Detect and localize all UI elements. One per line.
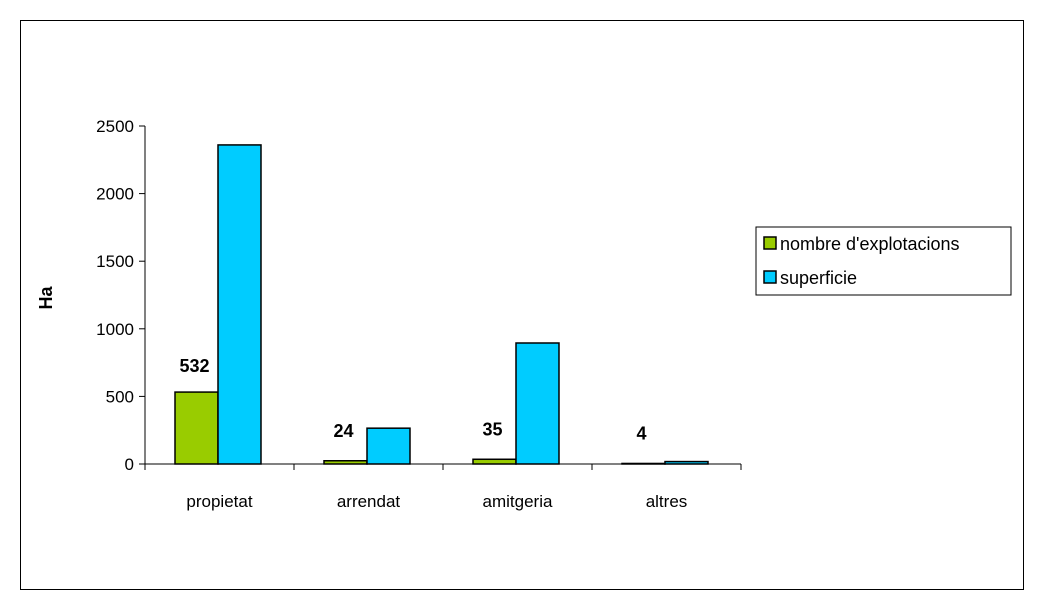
bar-1-2	[515, 342, 560, 465]
data-label-1: 24	[333, 421, 353, 441]
legend-swatch-1	[763, 270, 777, 284]
legend-box	[755, 226, 1012, 296]
data-label-2: 35	[482, 419, 502, 439]
bar-0-0	[174, 391, 219, 465]
y-tick-label-2: 1000	[96, 320, 134, 339]
bar-0-1	[323, 460, 368, 465]
bar-0-2	[472, 458, 517, 465]
y-tick-label-4: 2000	[96, 185, 134, 204]
y-tick-label-5: 2500	[96, 117, 134, 136]
bar-1-1	[366, 427, 411, 465]
x-category-label-2: amitgeria	[483, 492, 553, 511]
y-tick-label-1: 500	[106, 387, 134, 406]
bar-1-0	[217, 144, 262, 465]
y-tick-label-3: 1500	[96, 252, 134, 271]
y-axis-title: Ha	[36, 286, 56, 310]
data-label-3: 4	[636, 423, 646, 443]
x-category-label-0: propietat	[186, 492, 252, 511]
chart-frame	[20, 20, 1024, 590]
x-category-label-3: altres	[646, 492, 688, 511]
legend-label-0: nombre d'explotacions	[780, 234, 960, 254]
legend-swatch-0	[763, 236, 777, 250]
bar-1-3	[664, 460, 709, 465]
bar-0-3	[621, 462, 666, 465]
legend-label-1: superficie	[780, 268, 857, 288]
x-category-label-1: arrendat	[337, 492, 401, 511]
data-label-0: 532	[179, 356, 209, 376]
y-tick-label-0: 0	[125, 455, 134, 474]
